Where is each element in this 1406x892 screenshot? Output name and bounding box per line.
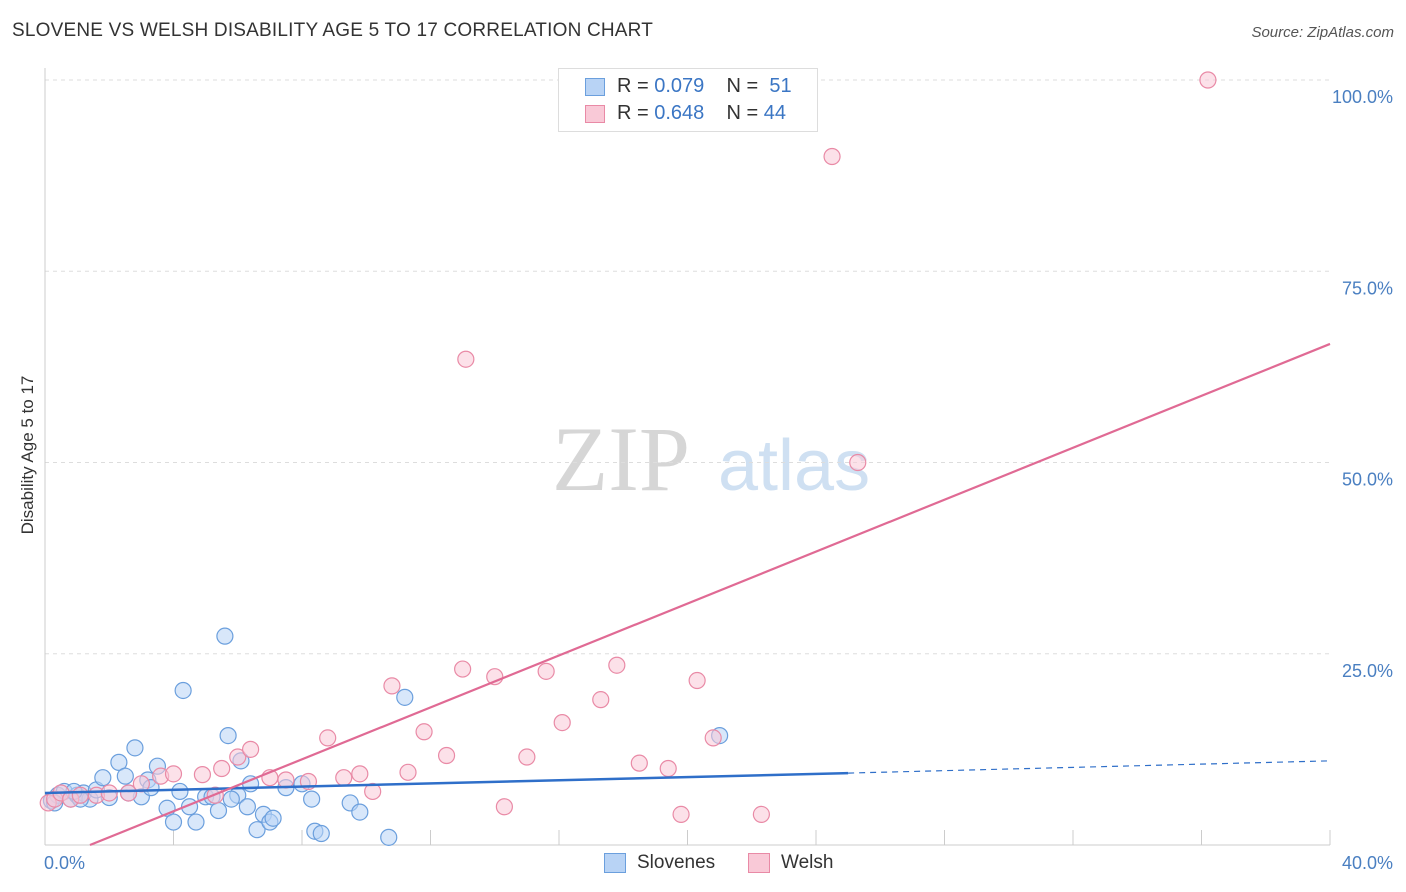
welsh-point-40: [704, 729, 722, 747]
slovenes-point-8: [94, 769, 112, 787]
slovenes-point-11: [116, 767, 134, 785]
welsh-point-41: [752, 805, 770, 824]
welsh-point-31: [518, 748, 536, 766]
slovenes-point-26: [219, 727, 237, 745]
legend-n-value-slovenes: 51: [769, 75, 792, 97]
slovenes-point-42: [396, 688, 414, 706]
slovenes-point-29: [238, 798, 256, 816]
trend-lines: [44, 342, 1331, 847]
legend-r-value-slovenes: 0.079: [654, 75, 705, 97]
welsh-point-43: [849, 453, 867, 472]
slovenes-point-18: [171, 782, 189, 801]
slovenes-point-48: [222, 790, 240, 808]
series-welsh: [39, 71, 1217, 824]
welsh-point-32: [537, 662, 555, 680]
welsh-point-4: [71, 786, 89, 804]
legend-r-label: R =: [617, 102, 655, 124]
series-slovenes: [42, 627, 729, 846]
welsh-point-22: [364, 782, 382, 801]
y-tick-label-0: 25.0%: [1342, 661, 1393, 681]
welsh-point-6: [100, 784, 118, 802]
trend-line-slovenes: [44, 771, 849, 795]
y-tick-label-1: 50.0%: [1342, 470, 1393, 490]
welsh-point-21: [351, 765, 369, 783]
y-tick-label-3: 100.0%: [1332, 87, 1393, 107]
axes: [44, 68, 1331, 846]
welsh-point-34: [592, 691, 610, 709]
y-axis-label: Disability Age 5 to 17: [18, 376, 37, 535]
x-tick-labels: 0.0% 40.0%: [44, 853, 1393, 873]
welsh-point-11: [193, 766, 212, 784]
legend-swatch-slovenes: [585, 78, 605, 96]
slovenes-point-12: [126, 739, 144, 757]
welsh-point-25: [415, 723, 433, 741]
y-tick-labels: 25.0% 50.0% 75.0% 100.0%: [1332, 87, 1393, 681]
slovenes-point-34: [264, 809, 282, 827]
welsh-point-28: [457, 350, 475, 368]
welsh-point-33: [553, 713, 571, 732]
trend-line-slovenes-extension: [848, 760, 1331, 774]
welsh-point-37: [659, 759, 677, 778]
bottom-legend-label-welsh: Welsh: [781, 852, 834, 873]
welsh-point-38: [672, 805, 690, 824]
welsh-point-14: [229, 748, 247, 766]
welsh-point-39: [688, 671, 706, 690]
legend-n-label: N =: [726, 102, 764, 124]
legend-r-label: R =: [617, 75, 655, 97]
watermark-zip: ZIP: [552, 408, 690, 510]
y-tick-label-2: 75.0%: [1342, 278, 1393, 298]
legend-r-value-welsh: 0.648: [654, 102, 705, 124]
welsh-point-13: [213, 759, 231, 778]
bottom-legend-swatch-slovenes: [604, 853, 626, 873]
welsh-point-26: [437, 746, 456, 765]
watermark: ZIP atlas: [552, 408, 870, 510]
welsh-point-42: [823, 147, 841, 166]
welsh-point-7: [119, 784, 138, 802]
welsh-point-23: [383, 677, 401, 695]
slovenes-point-19: [174, 681, 192, 700]
slovenes-point-21: [187, 813, 205, 831]
slovenes-point-24: [209, 801, 228, 820]
bottom-legend-swatch-welsh: [748, 853, 770, 873]
slovenes-point-31: [248, 821, 266, 839]
welsh-point-17: [277, 771, 295, 789]
welsh-point-19: [319, 729, 337, 747]
trend-line-welsh: [89, 342, 1331, 847]
welsh-point-27: [454, 660, 472, 678]
slovenes-point-38: [312, 824, 330, 843]
source-credit: Source: ZipAtlas.com: [1251, 24, 1394, 41]
gridlines: [45, 79, 1330, 655]
legend-n-value-welsh: 44: [763, 102, 787, 124]
welsh-point-10: [164, 765, 183, 783]
legend-swatch-welsh: [585, 105, 605, 123]
slovenes-point-25: [216, 627, 234, 645]
welsh-point-30: [495, 798, 513, 816]
x-tick-label-1: 40.0%: [1342, 853, 1393, 873]
slovenes-point-10: [110, 753, 128, 771]
slovenes-point-40: [351, 803, 369, 821]
welsh-point-44: [1199, 71, 1217, 89]
chart-title: SLOVENE VS WELSH DISABILITY AGE 5 TO 17 …: [12, 20, 654, 41]
slovenes-point-41: [380, 828, 398, 846]
welsh-point-24: [399, 763, 417, 781]
welsh-point-36: [630, 754, 648, 772]
correlation-legend: R = 0.079 N = 51 R = 0.648 N = 44: [558, 68, 818, 132]
watermark-atlas: atlas: [718, 426, 870, 506]
welsh-point-35: [608, 656, 626, 674]
slovenes-point-36: [303, 790, 321, 808]
legend-n-label: N =: [726, 75, 764, 97]
welsh-point-15: [242, 740, 260, 758]
welsh-point-20: [335, 769, 353, 787]
bottom-legend-label-slovenes: Slovenes: [637, 852, 716, 873]
x-tick-label-0: 0.0%: [44, 853, 85, 873]
slovenes-point-17: [164, 813, 183, 831]
